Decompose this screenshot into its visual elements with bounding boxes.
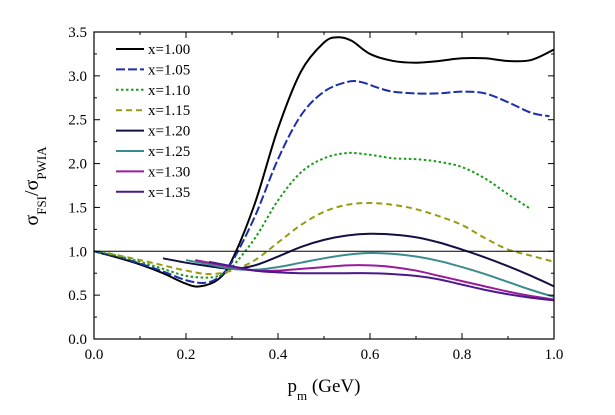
y-axis-label-sub-pwia: PWIA [34,146,49,180]
y-tick-label: 1.5 [68,200,87,216]
legend-label-x-1-25: x=1.25 [148,144,190,160]
y-tick-label: 0.5 [68,288,87,304]
series-line-x-1-10 [93,151,532,279]
legend-label-x-1-35: x=1.35 [148,185,190,201]
y-tick-label: 3.5 [68,25,87,41]
legend-label-x-1-00: x=1.00 [148,42,190,58]
y-axis-label-sigma-1: σ [21,215,43,226]
y-axis-label-sub-fsi: FSI [34,196,49,215]
series-line-x-1-35 [208,260,555,302]
x-tick-label: 0.0 [85,347,104,363]
x-tick-label: 1.0 [545,347,564,363]
y-tick-label: 3.0 [68,69,87,85]
x-axis-label-symbol: p [288,376,298,397]
x-axis-label: pm (GeV) [288,376,361,403]
y-tick-label: 0.0 [68,332,87,348]
series-layer [93,36,555,302]
series-line-x-1-00 [93,36,555,288]
x-axis-label-subscript: m [297,388,307,403]
legend-label-x-1-10: x=1.10 [148,83,190,99]
x-axis-label-unit: (GeV) [307,376,360,397]
series-line-x-1-05 [93,80,550,284]
y-tick-label: 1.0 [68,244,87,260]
x-tick-label: 0.6 [361,347,380,363]
y-tick-label: 2.0 [68,157,87,173]
ticks-layer: 0.0 0.2 0.4 0.6 0.8 1.0 0.0 0.5 1.0 1.5 2.0 2.5 3.0 3… [68,25,563,363]
y-axis-label-slash: / [21,190,43,196]
legend: x=1.00 x=1.05 x=1.10 x=1.15 x=1.20 x=1.25 x=1.… [116,42,190,201]
x-tick-label: 0.8 [453,347,472,363]
y-tick-label: 2.5 [68,113,87,129]
x-tick-label: 0.2 [177,347,196,363]
legend-label-x-1-15: x=1.15 [148,103,190,119]
legend-label-x-1-05: x=1.05 [148,62,190,78]
legend-label-x-1-20: x=1.20 [148,124,190,140]
x-tick-label: 0.4 [269,347,288,363]
y-axis-label: σFSI/σPWIA [21,146,49,226]
y-axis-label-sigma-2: σ [21,179,43,190]
series-line-x-1-15 [107,202,555,276]
legend-label-x-1-30: x=1.30 [148,164,190,180]
